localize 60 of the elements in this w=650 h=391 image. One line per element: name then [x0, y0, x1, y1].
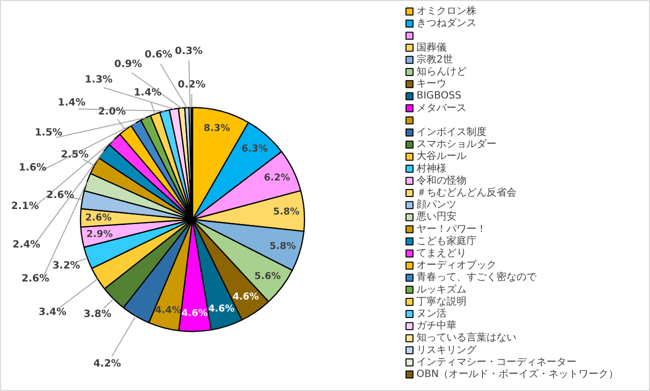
data-label: 0.6%	[144, 49, 172, 60]
legend-label: ヤー！パワー！	[416, 224, 486, 235]
data-label: 8.3%	[204, 123, 230, 134]
data-label: 1.3%	[84, 74, 113, 86]
data-label: 0.3%	[174, 46, 203, 58]
legend-label: OBN（オールド・ボーイズ・ネットワーク）	[416, 368, 619, 380]
data-label: 3.4%	[38, 306, 66, 318]
legend-label: ＃ちむどんどん反省会	[416, 186, 516, 198]
legend-label: 宗教2世	[416, 53, 453, 66]
data-label: 5.8%	[270, 240, 296, 252]
data-label: 4.6%	[208, 304, 236, 315]
data-label: 2.5%	[60, 149, 89, 160]
data-label: 5.6%	[254, 270, 282, 282]
data-label: 1.6%	[18, 162, 46, 174]
legend-label: 国葬儀	[416, 41, 446, 54]
data-label: 5.8%	[273, 206, 300, 218]
legend-label: オミクロン株	[416, 5, 476, 17]
data-label: 3.2%	[52, 260, 80, 272]
data-label: 4.6%	[181, 308, 208, 320]
legend-label: きつねダンス	[416, 17, 476, 30]
legend-label: ガチ中華	[416, 320, 456, 332]
data-label: 2.6%	[21, 273, 50, 284]
data-label: 1.4%	[134, 87, 162, 98]
legend-label: 丁寧な説明	[416, 295, 466, 308]
legend-label: 悪い円安	[416, 210, 456, 223]
data-label: 0.2%	[178, 80, 206, 91]
legend-label: インティマシー・コーディネーター	[416, 356, 576, 368]
legend-label: インボイス制度	[416, 126, 486, 138]
legend-label: ルッキズム	[416, 283, 466, 296]
legend-label: 令和の怪物	[416, 174, 466, 186]
data-label: 2.1%	[11, 200, 39, 212]
legend-label: BIGBOSS	[416, 90, 462, 102]
legend-label: メタバース	[416, 102, 466, 114]
legend-label: 青春って、すごく密なので	[416, 271, 538, 284]
data-label: 2.6%	[85, 212, 112, 224]
legend-label: こども家庭庁	[416, 234, 476, 247]
legend-label: オーディオブック	[416, 259, 496, 272]
data-label: 4.4%	[155, 304, 182, 316]
data-label: 2.0%	[98, 106, 126, 118]
legend-label: ヌン活	[416, 308, 446, 320]
data-label: 1.5%	[34, 127, 62, 138]
data-label: 6.3%	[241, 143, 268, 154]
data-label: 2.4%	[12, 239, 40, 250]
legend-label: 知っている言葉はない	[416, 332, 516, 344]
legend-label: キーウ	[416, 78, 446, 90]
legend-label: 知らんけど	[416, 66, 466, 78]
legend-label: 大谷ルール	[416, 150, 466, 162]
data-label: 2.9%	[86, 228, 114, 240]
data-label: 1.4%	[58, 97, 86, 108]
data-label: 4.6%	[232, 292, 260, 303]
data-label: 0.9%	[114, 58, 142, 70]
data-label: 2.6%	[46, 190, 74, 202]
data-label: 3.8%	[84, 309, 112, 320]
data-label: 6.2%	[264, 172, 291, 184]
legend-label: リスキリング	[416, 344, 478, 356]
legend-label: てまえどり	[416, 248, 466, 259]
legend-label: スマホショルダー	[416, 138, 496, 150]
data-label: 4.2%	[93, 358, 122, 370]
legend-label: 村神様	[416, 162, 446, 174]
legend-label: 顔パンツ	[416, 198, 456, 211]
